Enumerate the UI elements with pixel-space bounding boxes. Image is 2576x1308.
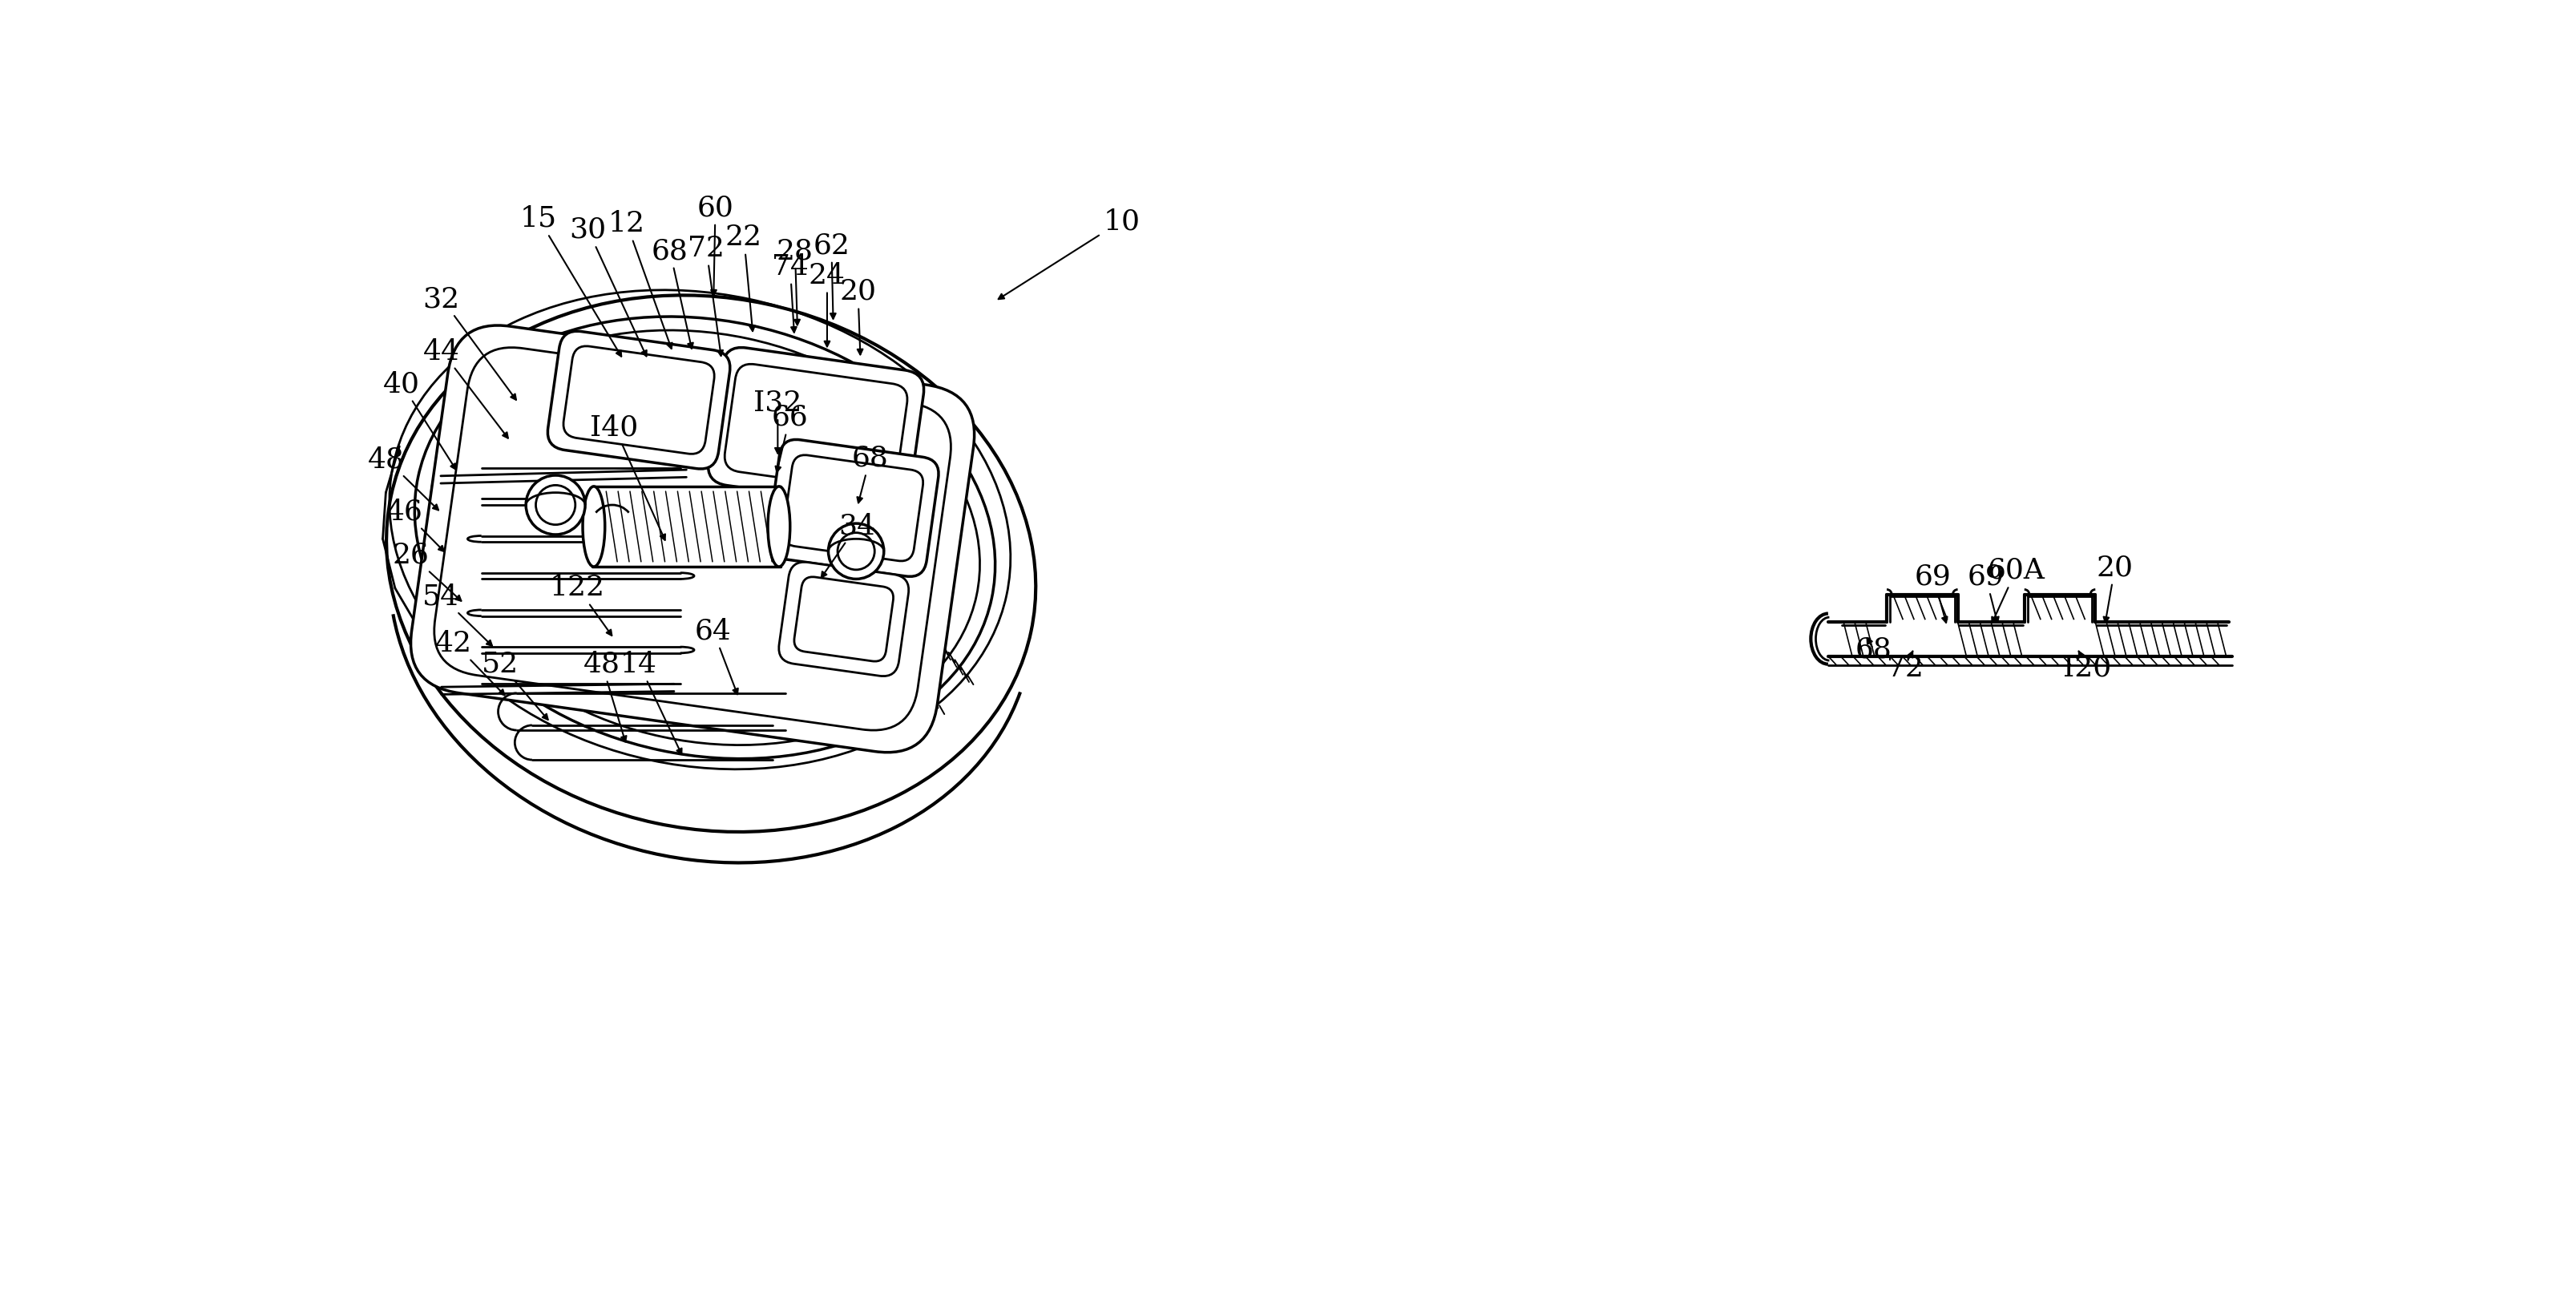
- Text: 68: 68: [853, 445, 889, 504]
- Text: 20: 20: [2097, 553, 2133, 623]
- Text: 72: 72: [1886, 651, 1924, 681]
- Text: I40: I40: [590, 413, 665, 540]
- Bar: [592, 487, 781, 568]
- Text: 14: 14: [621, 650, 683, 755]
- Ellipse shape: [526, 476, 585, 535]
- Ellipse shape: [536, 485, 574, 526]
- FancyBboxPatch shape: [549, 332, 729, 470]
- Text: 74: 74: [773, 254, 809, 334]
- Text: 69: 69: [1968, 562, 2004, 623]
- FancyBboxPatch shape: [793, 577, 894, 662]
- Text: 60A: 60A: [1989, 557, 2045, 623]
- Text: 24: 24: [809, 262, 845, 347]
- Text: 32: 32: [422, 285, 515, 400]
- Text: 28: 28: [775, 238, 814, 326]
- Text: 30: 30: [569, 216, 647, 357]
- FancyBboxPatch shape: [564, 347, 714, 454]
- Text: 60: 60: [698, 194, 734, 296]
- Text: 46: 46: [386, 498, 443, 552]
- Text: I32: I32: [755, 388, 801, 454]
- Text: I20: I20: [2063, 651, 2112, 681]
- Text: 22: 22: [726, 224, 762, 332]
- Text: 62: 62: [814, 232, 850, 319]
- Text: 122: 122: [549, 574, 613, 636]
- Text: 34: 34: [822, 513, 876, 578]
- Text: 40: 40: [384, 370, 456, 470]
- Text: 64: 64: [696, 617, 737, 695]
- Text: 72: 72: [688, 234, 724, 357]
- Text: 69: 69: [1914, 562, 1953, 623]
- Text: 66: 66: [773, 404, 809, 472]
- FancyBboxPatch shape: [778, 562, 909, 676]
- Ellipse shape: [837, 534, 876, 570]
- FancyBboxPatch shape: [708, 348, 925, 509]
- FancyBboxPatch shape: [410, 326, 974, 752]
- Text: 20: 20: [840, 277, 876, 356]
- Text: 10: 10: [999, 208, 1141, 300]
- Text: 15: 15: [520, 205, 621, 357]
- Text: 42: 42: [435, 629, 505, 696]
- Ellipse shape: [829, 525, 884, 579]
- Text: 12: 12: [608, 211, 672, 349]
- Text: 68: 68: [652, 237, 693, 349]
- Ellipse shape: [582, 487, 605, 568]
- FancyBboxPatch shape: [724, 365, 907, 492]
- FancyBboxPatch shape: [768, 439, 938, 577]
- FancyBboxPatch shape: [783, 455, 922, 561]
- Text: 52: 52: [482, 650, 549, 719]
- Text: 44: 44: [422, 337, 507, 438]
- FancyBboxPatch shape: [435, 348, 951, 731]
- Text: 68: 68: [1855, 636, 1891, 663]
- Text: 54: 54: [422, 582, 492, 646]
- Text: 26: 26: [392, 542, 461, 602]
- Text: 48: 48: [368, 446, 438, 510]
- Text: 48: 48: [582, 650, 626, 742]
- Ellipse shape: [768, 487, 791, 568]
